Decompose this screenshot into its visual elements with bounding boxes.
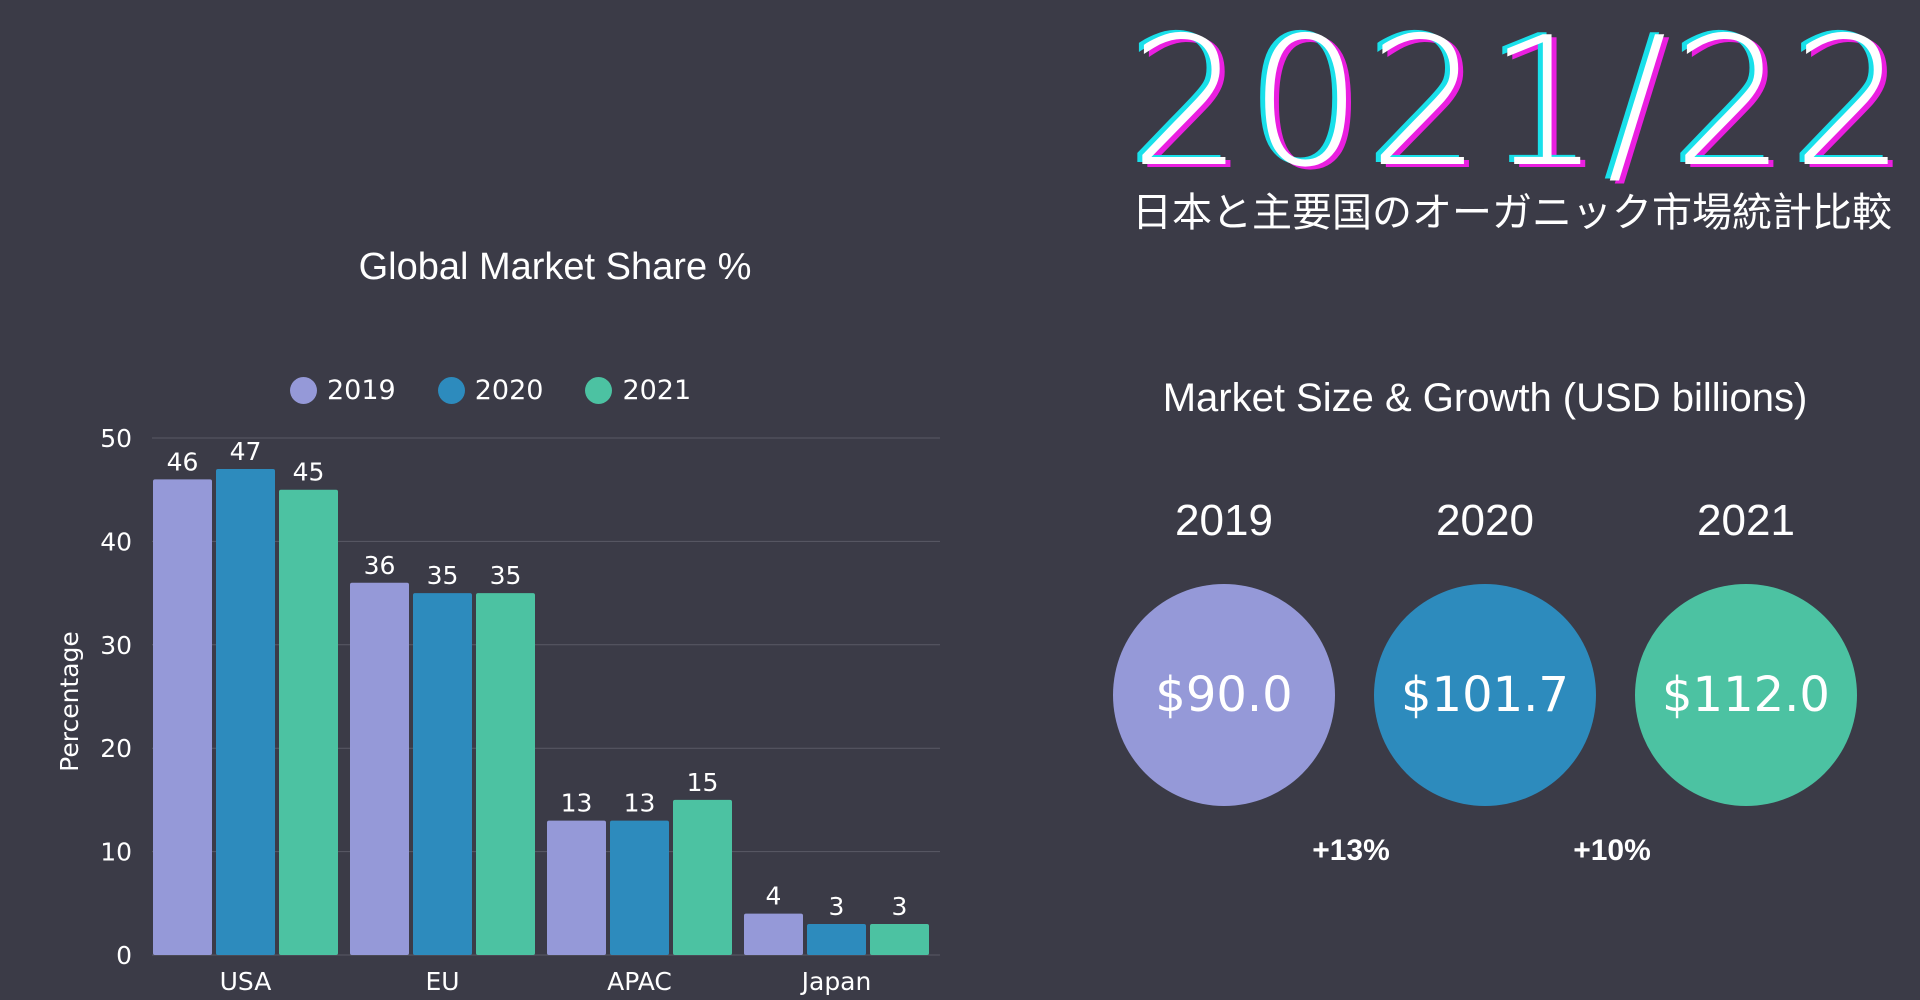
year-label-2021: 2021 xyxy=(1697,496,1795,545)
legend-label-2019: 2019 xyxy=(327,374,396,406)
x-tick-label-eu: EU xyxy=(425,967,459,996)
data-label-japan-2021: 3 xyxy=(892,892,908,921)
market-size-title: Market Size & Growth (USD billions) xyxy=(1162,376,1808,420)
data-label-usa-2021: 45 xyxy=(293,458,325,487)
y-tick-label-50: 50 xyxy=(100,424,132,453)
bar-japan-2021 xyxy=(870,923,929,955)
year-label-2019: 2019 xyxy=(1175,496,1273,545)
bar-apac-2021 xyxy=(673,799,732,955)
y-tick-label-10: 10 xyxy=(100,838,132,867)
bar-eu-2021 xyxy=(476,593,535,955)
data-label-eu-2019: 36 xyxy=(364,551,396,580)
page-subtitle: 日本と主要国のオーガニック市場統計比較 xyxy=(1132,190,1892,236)
bar-japan-2019 xyxy=(744,913,803,955)
y-axis-title: Percentage xyxy=(55,631,84,772)
bubble-2019: $90.0 xyxy=(1113,584,1335,806)
bar-usa-2020 xyxy=(216,469,275,955)
data-label-eu-2020: 35 xyxy=(427,561,459,590)
bar-apac-2020 xyxy=(610,820,669,955)
x-tick-label-apac: APAC xyxy=(607,967,672,996)
bar-japan-2020 xyxy=(807,923,866,955)
page-title-year: 2021/22 xyxy=(1130,0,1912,206)
legend-swatch-2019 xyxy=(290,376,317,404)
data-label-apac-2020: 13 xyxy=(624,789,656,818)
data-label-apac-2021: 15 xyxy=(687,768,719,797)
year-label-2020: 2020 xyxy=(1436,496,1534,545)
bubble-2021: $112.0 xyxy=(1635,584,1857,806)
bar-usa-2019 xyxy=(153,479,212,955)
growth-label-2019-2020: +13% xyxy=(1312,834,1390,867)
y-tick-label-20: 20 xyxy=(100,734,132,763)
data-label-japan-2020: 3 xyxy=(829,892,845,921)
legend-label-2020: 2020 xyxy=(474,374,544,406)
data-label-eu-2021: 35 xyxy=(490,561,522,590)
legend-swatch-2020 xyxy=(437,376,465,404)
legend-label-2021: 2021 xyxy=(622,374,692,406)
data-label-japan-2019: 4 xyxy=(766,882,782,911)
y-tick-label-0: 0 xyxy=(116,941,132,970)
legend-item-2019: 2019 xyxy=(290,375,396,406)
bar-chart-legend: 2019 2020 2021 xyxy=(290,372,691,408)
bar-eu-2019 xyxy=(350,582,409,955)
data-label-apac-2019: 13 xyxy=(561,789,593,818)
bar-apac-2019 xyxy=(547,820,606,955)
y-tick-label-40: 40 xyxy=(100,527,132,556)
market-size-year-labels: 2019 2020 2021 xyxy=(0,496,1920,556)
legend-swatch-2021 xyxy=(585,376,613,404)
data-label-usa-2019: 46 xyxy=(167,447,199,476)
x-tick-label-japan: Japan xyxy=(800,967,872,996)
data-label-usa-2020: 47 xyxy=(230,437,262,466)
bubble-value-2021: $112.0 xyxy=(1662,667,1830,723)
x-tick-label-usa: USA xyxy=(220,967,272,996)
legend-item-2020: 2020 xyxy=(437,374,544,406)
bubble-value-2020: $101.7 xyxy=(1401,667,1569,723)
bubble-value-2019: $90.0 xyxy=(1155,667,1293,723)
legend-item-2021: 2021 xyxy=(585,375,691,406)
bar-eu-2020 xyxy=(413,593,472,955)
y-tick-label-30: 30 xyxy=(100,631,132,660)
bar-usa-2021 xyxy=(279,489,338,955)
bubble-2020: $101.7 xyxy=(1374,584,1596,806)
bar-chart-title: Global Market Share % xyxy=(358,246,752,288)
growth-label-2020-2021: +10% xyxy=(1573,834,1651,867)
